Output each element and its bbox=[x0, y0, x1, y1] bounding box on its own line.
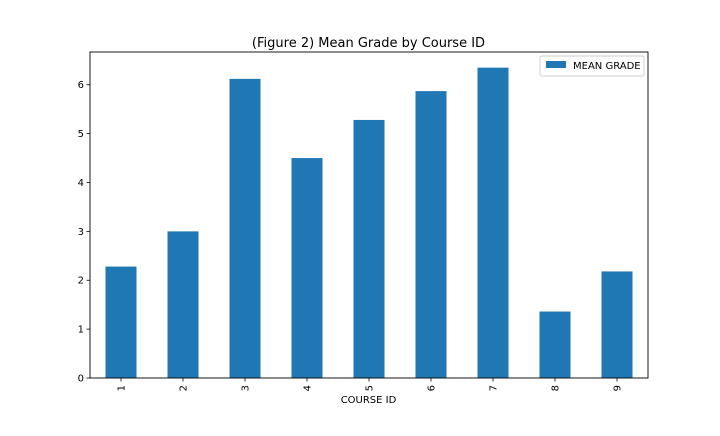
x-tick-label: 4 bbox=[303, 385, 314, 391]
y-tick-label: 5 bbox=[78, 129, 84, 140]
bar-course-5 bbox=[353, 119, 385, 378]
x-tick-label: 7 bbox=[489, 385, 500, 391]
x-tick-label: 3 bbox=[241, 385, 252, 391]
x-tick-label: 6 bbox=[427, 385, 438, 391]
bar-course-4 bbox=[291, 158, 323, 378]
bar-course-3 bbox=[229, 78, 261, 378]
y-axis: 0 1 2 3 4 5 6 bbox=[78, 80, 90, 385]
legend: MEAN GRADE bbox=[539, 55, 645, 77]
bar-course-8 bbox=[539, 311, 571, 378]
legend-label: MEAN GRADE bbox=[573, 61, 641, 72]
x-tick-label: 8 bbox=[551, 385, 562, 391]
x-tick-label: 5 bbox=[365, 385, 376, 391]
y-tick-label: 0 bbox=[78, 374, 84, 385]
bar-course-1 bbox=[105, 266, 137, 378]
y-tick-label: 1 bbox=[78, 325, 84, 336]
bar-course-6 bbox=[415, 91, 447, 378]
chart-title: (Figure 2) Mean Grade by Course ID bbox=[252, 36, 485, 51]
y-tick-label: 3 bbox=[78, 227, 84, 238]
x-axis: 1 2 3 4 5 6 7 8 9 bbox=[117, 378, 624, 391]
bar-course-7 bbox=[477, 67, 509, 378]
y-tick-label: 4 bbox=[78, 178, 84, 189]
bar-course-2 bbox=[167, 231, 199, 378]
x-tick-label: 2 bbox=[179, 385, 190, 391]
x-axis-label: COURSE ID bbox=[341, 395, 397, 406]
bars-group bbox=[105, 67, 633, 378]
y-tick-label: 6 bbox=[78, 80, 84, 91]
legend-swatch bbox=[546, 61, 566, 68]
y-tick-label: 2 bbox=[78, 276, 84, 287]
x-tick-label: 9 bbox=[613, 385, 624, 391]
bar-course-9 bbox=[601, 271, 633, 378]
x-tick-label: 1 bbox=[117, 385, 128, 391]
